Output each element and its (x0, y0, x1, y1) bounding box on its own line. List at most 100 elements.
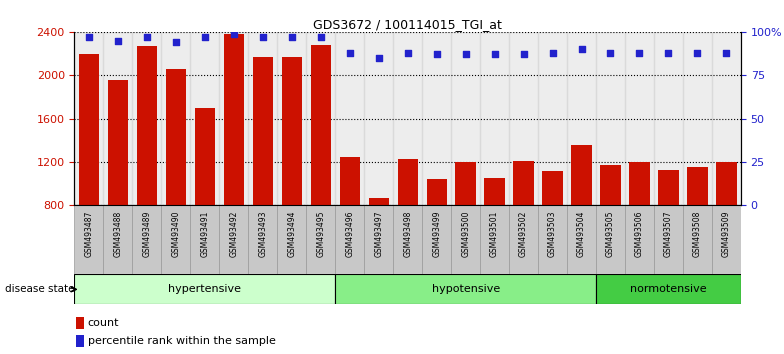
Bar (74, 32, 103, 205)
Point (372, 55, 385, 61)
Point (169, 39, 182, 45)
Text: percentile rank within the sample: percentile rank within the sample (88, 336, 276, 346)
Bar (107, 80, 128, 205)
Point (662, 50, 675, 56)
Point (546, 50, 559, 56)
Bar (485, 178, 505, 205)
Bar (365, 32, 394, 205)
Bar (601, 165, 621, 205)
Bar (688, 167, 707, 205)
Bar (162, 205, 191, 274)
Text: GSM493507: GSM493507 (664, 211, 673, 257)
Bar (567, 205, 596, 274)
Bar (543, 171, 563, 205)
Bar (165, 69, 186, 205)
Bar (365, 205, 394, 274)
Bar (368, 198, 389, 205)
Bar (683, 205, 712, 274)
Text: GSM493495: GSM493495 (316, 211, 325, 257)
Bar (249, 205, 278, 274)
Bar (717, 162, 736, 205)
Bar (572, 144, 592, 205)
Bar (451, 32, 480, 205)
Bar (654, 32, 683, 205)
Bar (630, 162, 650, 205)
Bar (336, 274, 596, 304)
Text: hypertensive: hypertensive (169, 284, 241, 295)
Bar (278, 32, 307, 205)
Point (256, 34, 269, 40)
Bar (712, 205, 741, 274)
Bar (394, 205, 422, 274)
Bar (76, 335, 85, 347)
Text: GSM493506: GSM493506 (635, 211, 644, 257)
Bar (336, 32, 365, 205)
Point (401, 50, 414, 56)
Text: GSM493494: GSM493494 (287, 211, 296, 257)
Point (459, 52, 472, 57)
Point (575, 46, 588, 52)
Text: GSM493501: GSM493501 (490, 211, 499, 257)
Point (633, 50, 646, 56)
Point (517, 52, 530, 57)
Bar (625, 32, 654, 205)
Bar (659, 170, 679, 205)
Bar (596, 205, 625, 274)
Bar (249, 32, 278, 205)
Bar (509, 205, 538, 274)
Text: GSM493503: GSM493503 (548, 211, 557, 257)
Bar (103, 32, 132, 205)
Text: disease state: disease state (5, 284, 74, 295)
Text: GSM493493: GSM493493 (258, 211, 267, 257)
Text: hypotensive: hypotensive (431, 284, 499, 295)
Bar (74, 274, 336, 304)
Point (604, 50, 617, 56)
Bar (538, 205, 567, 274)
Bar (339, 156, 360, 205)
Bar (538, 32, 567, 205)
Bar (336, 205, 365, 274)
Bar (220, 205, 249, 274)
Bar (220, 32, 249, 205)
Bar (191, 32, 220, 205)
Point (430, 52, 443, 57)
Title: GDS3672 / 100114015_TGI_at: GDS3672 / 100114015_TGI_at (314, 18, 502, 31)
Point (198, 34, 211, 40)
Text: GSM493499: GSM493499 (432, 211, 441, 257)
Point (314, 34, 327, 40)
Bar (103, 205, 132, 274)
Bar (426, 179, 447, 205)
Bar (480, 32, 509, 205)
Bar (310, 45, 331, 205)
Bar (451, 205, 480, 274)
Text: GSM493496: GSM493496 (345, 211, 354, 257)
Text: GSM493491: GSM493491 (201, 211, 209, 257)
Bar (278, 205, 307, 274)
Bar (194, 108, 215, 205)
Bar (567, 32, 596, 205)
Bar (509, 32, 538, 205)
Bar (307, 205, 336, 274)
Bar (132, 205, 162, 274)
Bar (422, 32, 451, 205)
Point (488, 52, 501, 57)
Bar (456, 162, 476, 205)
Bar (307, 32, 336, 205)
Bar (596, 274, 741, 304)
Text: GSM493498: GSM493498 (403, 211, 412, 257)
Bar (422, 205, 451, 274)
Bar (712, 32, 741, 205)
Text: normotensive: normotensive (630, 284, 706, 295)
Text: GSM493489: GSM493489 (143, 211, 151, 257)
Text: GSM493490: GSM493490 (172, 211, 180, 257)
Text: GSM493505: GSM493505 (606, 211, 615, 257)
Bar (397, 159, 418, 205)
Text: GSM493488: GSM493488 (114, 211, 122, 257)
Bar (480, 205, 509, 274)
Text: GSM493504: GSM493504 (577, 211, 586, 257)
Point (285, 34, 298, 40)
Bar (223, 34, 244, 205)
Bar (654, 205, 683, 274)
Point (227, 31, 240, 36)
Point (343, 50, 356, 56)
